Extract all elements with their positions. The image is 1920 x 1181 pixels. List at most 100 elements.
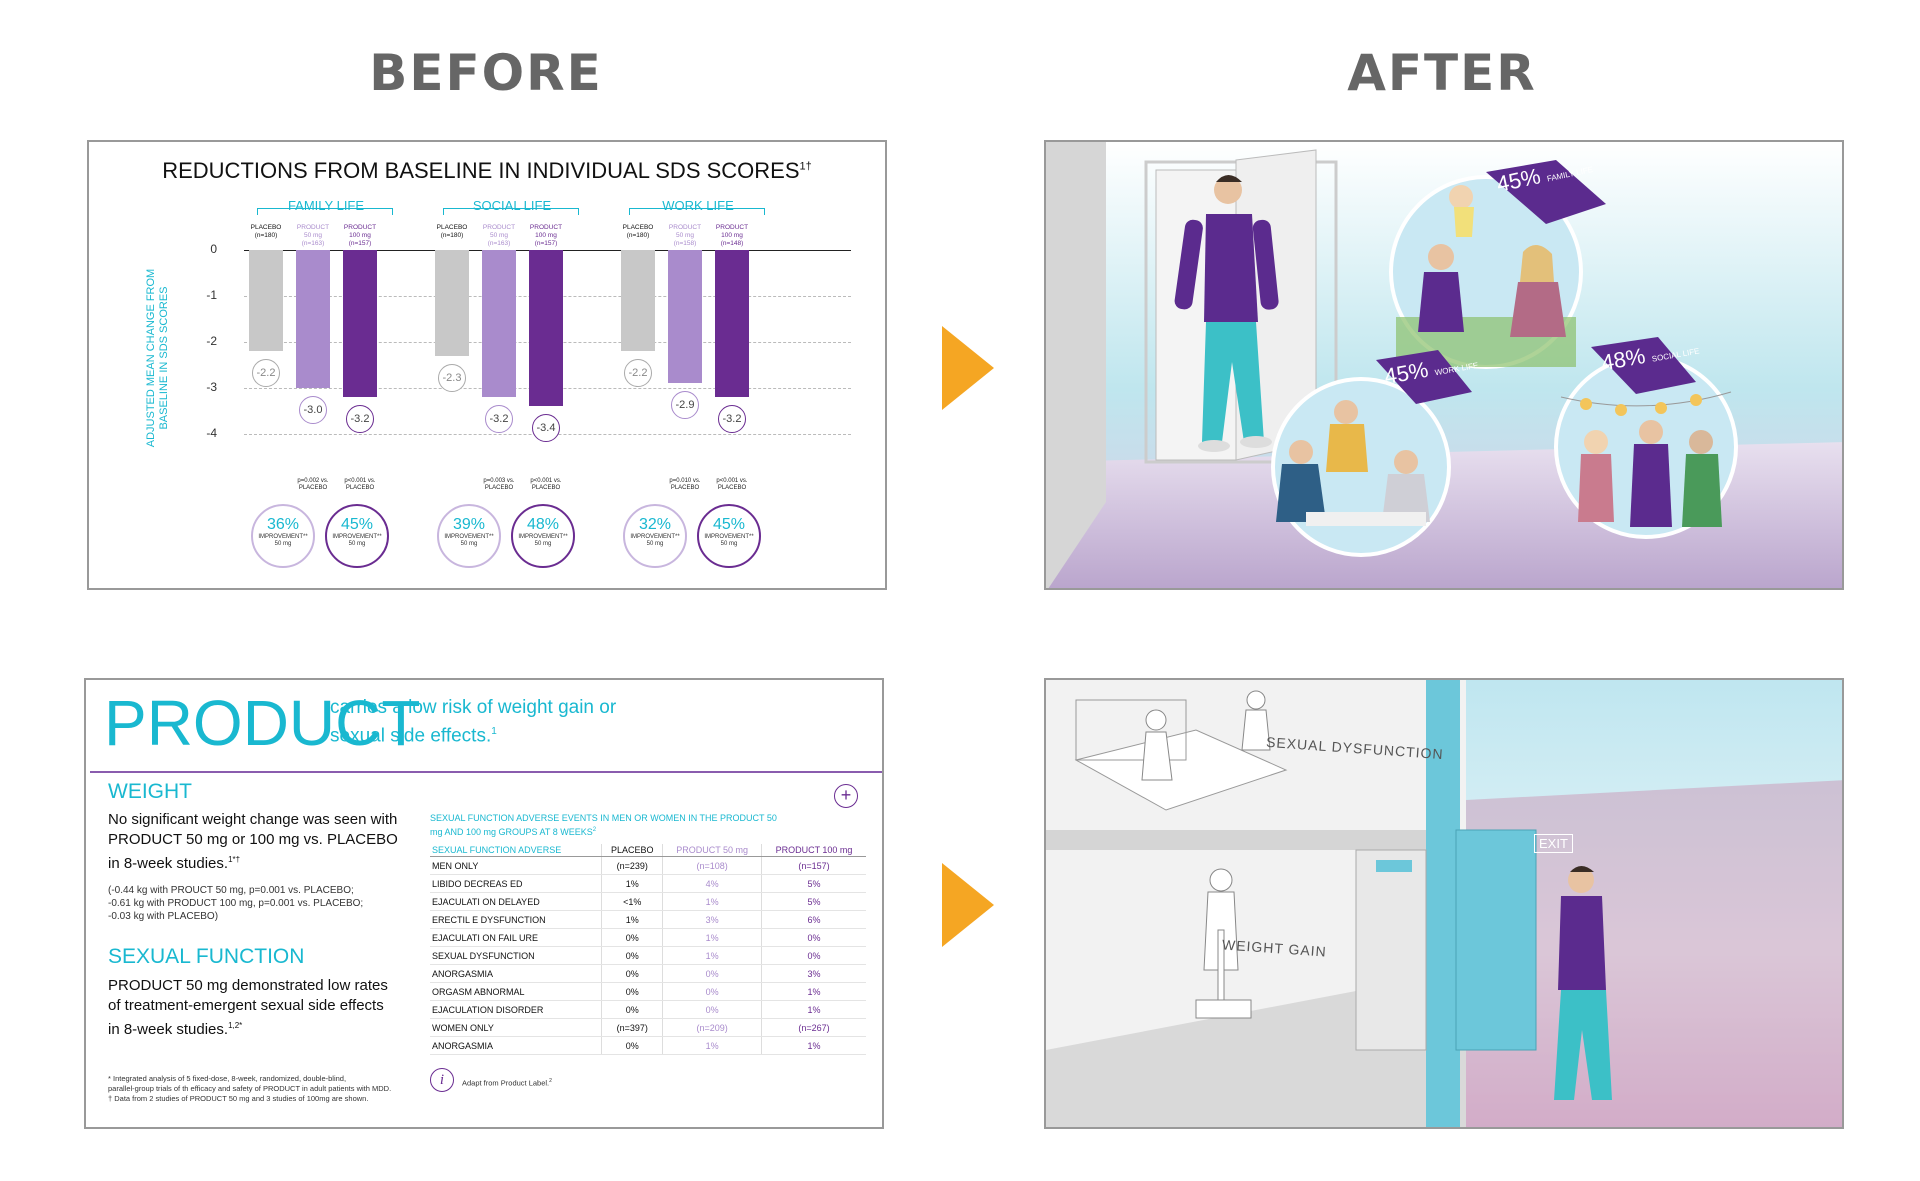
table-cell: MEN ONLY (430, 856, 602, 875)
column-header: PRODUCT 50 mg (n=158) (668, 224, 702, 247)
table-cell: 4% (662, 874, 762, 893)
table-cell: (n=397) (601, 1018, 663, 1037)
bed-scene (1074, 690, 1288, 811)
bar (529, 250, 563, 407)
y-tick-label: -2 (206, 334, 217, 348)
info-icon[interactable]: i (430, 1068, 454, 1092)
table-cell: 6% (760, 910, 866, 929)
p-value-note: p=0.010 vs. PLACEBO (669, 478, 701, 491)
value-label: -2.2 (624, 359, 652, 388)
table-header: PRODUCT 100 mg (760, 844, 866, 857)
y-tick-label: -3 (206, 380, 217, 394)
improvement-dose: 50 mg (720, 541, 738, 547)
table-cell: EJACULATI ON DELAYED (430, 892, 602, 911)
product-tagline: carries a low risk of weight gain or sex… (330, 697, 617, 747)
table-cell: 0% (601, 964, 663, 983)
table-cell: 3% (662, 910, 762, 929)
group-label: SOCIAL LIFE (472, 198, 552, 213)
bar (715, 250, 749, 398)
table-header: PRODUCT 50 mg (662, 844, 762, 857)
work-life-circle (1271, 377, 1451, 557)
table-cell: 1% (662, 946, 762, 965)
improvement-badges (1376, 160, 1696, 404)
column-header: PRODUCT 50 mg (n=163) (482, 224, 516, 247)
table-cell: 1% (760, 982, 866, 1001)
table-cell: ANORGASMIA (430, 1036, 602, 1055)
p-value-note: p=0.003 vs. PLACEBO (483, 478, 515, 491)
office-scene-illustration (1046, 142, 1842, 588)
footnotes: * Integrated analysis of 5 fixed-dose, 8… (108, 1074, 392, 1103)
table-cell: <1% (601, 892, 663, 911)
table-cell: (n=108) (662, 856, 762, 875)
improvement-badge: 48% IMPROVEMENT** 50 mg (511, 504, 575, 568)
bar (343, 250, 377, 398)
table-cell: 1% (601, 910, 663, 929)
group-bracket (629, 208, 765, 215)
bar (296, 250, 330, 388)
y-tick-label: -1 (206, 288, 217, 302)
table-row: WOMEN ONLY (n=397) (n=209) (n=267) (430, 1018, 866, 1037)
life-improvement-illustration: 45% FAMILY LIFE 45% WORK LIFE 48% SOCIAL… (1044, 140, 1844, 590)
column-header: PRODUCT 100 mg (n=157) (529, 224, 563, 247)
p-value-note: p<0.001 vs. PLACEBO (344, 478, 376, 491)
building-scene-illustration (1046, 680, 1842, 1127)
table-cell: LIBIDO DECREAS ED (430, 874, 602, 893)
table-cell: 1% (662, 928, 762, 947)
arrow-right-icon (942, 863, 994, 947)
column-header: PRODUCT 100 mg (n=157) (343, 224, 377, 247)
group-label: WORK LIFE (662, 198, 734, 213)
bar (668, 250, 702, 384)
table-cell: (n=157) (760, 856, 866, 875)
table-cell: 1% (760, 1000, 866, 1019)
value-label: -3.2 (485, 405, 513, 434)
table-cell: 0% (601, 1000, 663, 1019)
adapt-note: Adapt from Product Label.2 (462, 1078, 552, 1088)
table-cell: 1% (760, 1036, 866, 1055)
value-label: -3.0 (299, 396, 327, 424)
chart-title: REDUCTIONS FROM BASELINE IN INDIVIDUAL S… (162, 158, 812, 183)
p-value-note: p<0.001 vs. PLACEBO (716, 478, 748, 491)
table-row: ORGASM ABNORMAL 0% 0% 1% (430, 982, 866, 1001)
adverse-events-table: SEXUAL FUNCTION ADVERSE PLACEBO PRODUCT 50… (430, 844, 866, 1055)
exiting-man-figure (1554, 866, 1612, 1100)
y-axis-label: ADJUSTED MEAN CHANGE FROM BASELINE IN SD… (145, 268, 170, 448)
improvement-badge: 45% IMPROVEMENT** 50 mg (697, 504, 761, 568)
table-cell: 1% (601, 874, 663, 893)
table-row: ANORGASMIA 0% 1% 1% (430, 1036, 866, 1055)
table-row: EJACULATION DISORDER 0% 0% 1% (430, 1000, 866, 1019)
table-cell: 5% (760, 874, 866, 893)
value-label: -3.4 (532, 414, 560, 443)
table-cell: SEXUAL DYSFUNCTION (430, 946, 602, 965)
improvement-label: IMPROVEMENT** (630, 534, 680, 540)
sds-chart-panel: REDUCTIONS FROM BASELINE IN INDIVIDUAL S… (87, 140, 887, 590)
table-cell: 0% (601, 1036, 663, 1055)
table-cell: 0% (760, 928, 866, 947)
improvement-badge: 32% IMPROVEMENT** 50 mg (623, 504, 687, 568)
improvement-pct: 48% (526, 516, 560, 533)
table-row: LIBIDO DECREAS ED 1% 4% 5% (430, 874, 866, 893)
sexual-function-body: PRODUCT 50 mg demonstrated low rates of … (108, 977, 388, 1038)
value-label: -3.2 (346, 405, 374, 434)
side-effects-illustration: SEXUAL DYSFUNCTION WEIGHT GAIN EXIT (1044, 678, 1844, 1129)
improvement-label: IMPROVEMENT** (704, 534, 754, 540)
table-cell: 0% (662, 982, 762, 1001)
divider (90, 771, 882, 773)
table-row: EJACULATI ON FAIL URE 0% 1% 0% (430, 928, 866, 947)
group-bracket (443, 208, 579, 215)
table-cell: (n=267) (760, 1018, 866, 1037)
table-cell: 0% (601, 928, 663, 947)
scale-scene (1195, 868, 1252, 1019)
expand-plus-icon[interactable]: + (834, 784, 858, 808)
p-value-note: p=0.002 vs. PLACEBO (297, 478, 329, 491)
improvement-badge: 45% IMPROVEMENT** 50 mg (325, 504, 389, 568)
after-heading: AFTER (1347, 44, 1537, 102)
table-row: MEN ONLY (n=239) (n=108) (n=157) (430, 856, 866, 875)
improvement-dose: 50 mg (274, 541, 292, 547)
bar (482, 250, 516, 398)
group-bracket (257, 208, 393, 215)
value-label: -2.2 (252, 359, 280, 388)
improvement-dose: 50 mg (460, 541, 478, 547)
table-cell: 0% (601, 982, 663, 1001)
table-cell: ERECTIL E DYSFUNCTION (430, 910, 602, 929)
exit-sign: EXIT (1534, 834, 1573, 853)
